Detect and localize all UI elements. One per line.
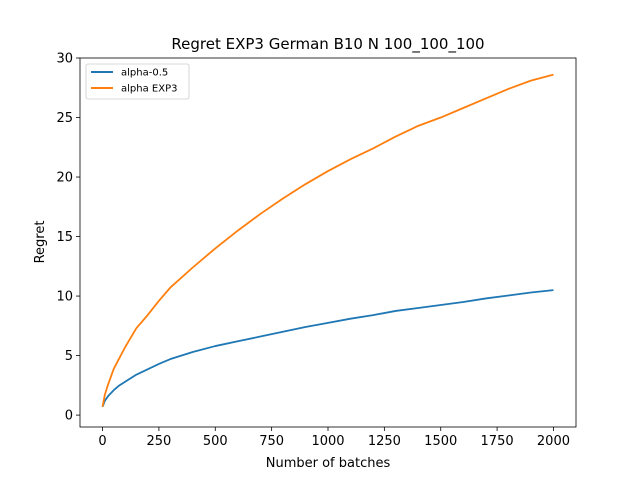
x-tick-label: 0 [98, 434, 106, 449]
y-tick-label: 5 [65, 349, 73, 364]
y-tick-label: 20 [56, 171, 73, 186]
y-tick-label: 10 [56, 290, 73, 305]
y-tick-label: 15 [56, 230, 73, 245]
x-tick-label: 1000 [311, 434, 344, 449]
y-axis-label: Regret [33, 221, 48, 264]
x-tick-label: 1250 [368, 434, 401, 449]
y-tick-label: 30 [56, 52, 73, 67]
x-tick-label: 1500 [424, 434, 457, 449]
legend-label-alpha-0.5: alpha-0.5 [121, 68, 168, 79]
plot-area [80, 58, 576, 427]
y-axis-ticks: 0 5 10 15 20 25 30 [56, 52, 80, 424]
x-axis-ticks: 0 250 500 750 1000 1250 1500 1750 2000 [98, 427, 570, 449]
x-tick-label: 500 [203, 434, 228, 449]
chart-title: Regret EXP3 German B10 N 100_100_100 [171, 35, 484, 54]
series-line-alpha-0.5 [101, 289, 554, 408]
x-tick-label: 250 [146, 434, 171, 449]
y-tick-label: 25 [56, 111, 73, 126]
legend-label-alpha-exp3: alpha EXP3 [121, 84, 177, 95]
series-layer [101, 73, 554, 408]
series-line-alpha-exp3 [101, 73, 554, 407]
x-tick-label: 1750 [481, 434, 514, 449]
legend: alpha-0.5 alpha EXP3 [85, 63, 190, 100]
y-tick-label: 0 [65, 409, 73, 424]
x-tick-label: 2000 [537, 434, 570, 449]
x-tick-label: 750 [259, 434, 284, 449]
x-axis-label: Number of batches [266, 456, 391, 471]
